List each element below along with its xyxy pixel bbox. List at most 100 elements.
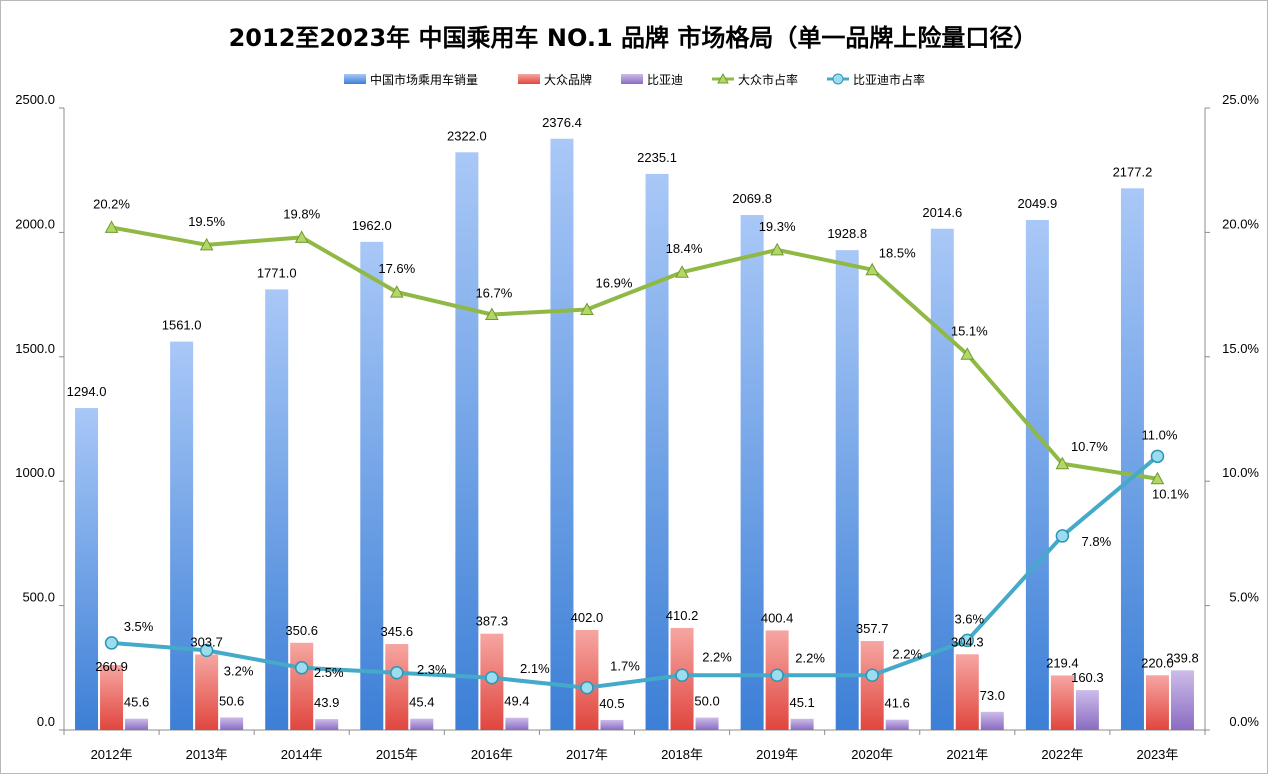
byd-share-label: 2.2% bbox=[892, 646, 922, 661]
byd-share-label: 2.3% bbox=[417, 662, 447, 677]
vw-bar bbox=[195, 654, 219, 730]
vw-label: 345.6 bbox=[381, 624, 414, 639]
byd-bar bbox=[505, 717, 529, 730]
vw-share-label: 16.7% bbox=[475, 286, 512, 301]
byd-share-marker bbox=[104, 636, 119, 650]
byd-share-label: 2.5% bbox=[314, 665, 344, 680]
byd-share-label: 3.6% bbox=[954, 611, 984, 626]
legend-swatch bbox=[621, 74, 643, 84]
market-sales-label: 1294.0 bbox=[67, 384, 107, 399]
market-sales-bar bbox=[360, 241, 384, 730]
vw-share-label: 10.7% bbox=[1071, 439, 1108, 454]
legend-label: 大众市占率 bbox=[738, 72, 798, 87]
legend: 中国市场乘用车销量 大众品牌 比亚迪 大众市占率 比亚迪市占率 bbox=[344, 72, 925, 87]
market-sales-label: 1561.0 bbox=[162, 318, 202, 333]
market-sales-bar bbox=[1025, 219, 1049, 731]
vw-bar bbox=[385, 644, 409, 730]
vw-label: 410.2 bbox=[666, 608, 699, 623]
byd-bar bbox=[410, 718, 434, 730]
vw-share-marker bbox=[485, 307, 499, 321]
x-tick-label: 2020年 bbox=[851, 747, 893, 762]
x-tick-label: 2013年 bbox=[186, 747, 228, 762]
byd-bar bbox=[980, 711, 1004, 730]
byd-share-marker bbox=[1150, 449, 1165, 464]
byd-share-marker bbox=[390, 666, 404, 680]
y-right-tick-label: 25.0% bbox=[1222, 92, 1259, 107]
market-sales-bar bbox=[455, 152, 479, 731]
x-tick-label: 2018年 bbox=[661, 747, 703, 762]
vw-label: 303.7 bbox=[190, 634, 223, 649]
market-sales-bar bbox=[740, 215, 764, 730]
y-left-tick-label: 2500.0 bbox=[15, 92, 55, 107]
x-tick-label: 2022年 bbox=[1041, 747, 1083, 762]
market-sales-bar bbox=[265, 289, 289, 730]
vw-share-marker bbox=[770, 242, 784, 256]
y-left-tick-label: 1000.0 bbox=[15, 465, 55, 480]
vw-bar bbox=[575, 629, 599, 730]
vw-share-line bbox=[109, 225, 1160, 481]
byd-label: 45.4 bbox=[409, 695, 434, 710]
market-sales-bar bbox=[645, 173, 669, 731]
market-sales-label: 2069.8 bbox=[732, 191, 772, 206]
y-left-tick-label: 2000.0 bbox=[15, 216, 55, 231]
byd-label: 43.9 bbox=[314, 695, 339, 710]
y-right-tick-label: 0.0% bbox=[1229, 714, 1259, 729]
byd-share-label: 3.2% bbox=[224, 663, 254, 678]
y-right-tick-label: 15.0% bbox=[1222, 341, 1259, 356]
axes: 0.0 500.0 1000.0 1500.0 2000.0 2500.0 0.0% 5.0%… bbox=[15, 92, 1259, 762]
vw-share-label: 19.3% bbox=[759, 219, 796, 234]
x-tick-label: 2012年 bbox=[91, 747, 133, 762]
byd-share-label: 1.7% bbox=[610, 659, 640, 674]
y-left-tick-label: 500.0 bbox=[22, 590, 55, 605]
vw-share-marker bbox=[1150, 471, 1165, 485]
byd-label: 160.3 bbox=[1071, 670, 1104, 685]
bars bbox=[75, 138, 1194, 731]
x-tick-label: 2014年 bbox=[281, 747, 323, 762]
byd-share-label: 7.8% bbox=[1082, 534, 1112, 549]
legend-swatch bbox=[518, 74, 540, 84]
byd-share-line bbox=[109, 454, 1160, 690]
y-right-tick-label: 5.0% bbox=[1229, 590, 1259, 605]
vw-share-label: 17.6% bbox=[378, 261, 415, 276]
byd-share-marker bbox=[580, 680, 594, 695]
vw-label: 387.3 bbox=[476, 614, 509, 629]
byd-label: 45.6 bbox=[124, 695, 149, 710]
market-sales-label: 1928.8 bbox=[827, 226, 867, 241]
byd-share-marker bbox=[960, 633, 975, 648]
vw-share-marker bbox=[675, 265, 689, 278]
byd-share-marker bbox=[485, 671, 499, 685]
vw-label: 400.4 bbox=[761, 610, 794, 625]
x-tick-label: 2023年 bbox=[1136, 747, 1178, 762]
market-sales-bar bbox=[550, 138, 574, 730]
byd-label: 73.0 bbox=[980, 688, 1005, 703]
y-right-tick-label: 20.0% bbox=[1222, 216, 1259, 231]
y-left-tick-label: 0.0 bbox=[37, 714, 55, 729]
vw-share-marker bbox=[104, 220, 119, 233]
byd-share-marker bbox=[1055, 529, 1070, 543]
x-tick-label: 2016年 bbox=[471, 747, 513, 762]
byd-share-label: 2.2% bbox=[795, 650, 825, 665]
market-sales-bar bbox=[930, 228, 954, 730]
vw-share-label: 18.4% bbox=[666, 241, 703, 256]
byd-bar bbox=[125, 718, 149, 730]
market-sales-bar bbox=[835, 250, 859, 730]
vw-share-label: 20.2% bbox=[93, 196, 130, 211]
vw-bar bbox=[1050, 675, 1074, 730]
vw-share-marker bbox=[960, 347, 975, 360]
chart-title: 2012至2023年 中国乘用车 NO.1 品牌 市场格局（单一品牌上险量口径） bbox=[229, 24, 1038, 52]
legend-marker bbox=[717, 72, 729, 84]
byd-bar bbox=[790, 718, 814, 730]
legend-label: 大众品牌 bbox=[544, 73, 592, 87]
y-right-tick-label: 10.0% bbox=[1222, 465, 1259, 480]
byd-bar bbox=[1170, 670, 1194, 730]
byd-label: 40.5 bbox=[599, 696, 624, 711]
market-sales-label: 2049.9 bbox=[1017, 196, 1057, 211]
byd-bar bbox=[600, 719, 624, 730]
market-sales-bar bbox=[170, 341, 194, 730]
market-sales-bar bbox=[1120, 188, 1144, 731]
vw-share-label: 18.5% bbox=[879, 246, 916, 261]
vw-bar bbox=[290, 642, 314, 730]
byd-bar bbox=[1075, 690, 1099, 730]
vw-label: 304.3 bbox=[951, 634, 984, 649]
